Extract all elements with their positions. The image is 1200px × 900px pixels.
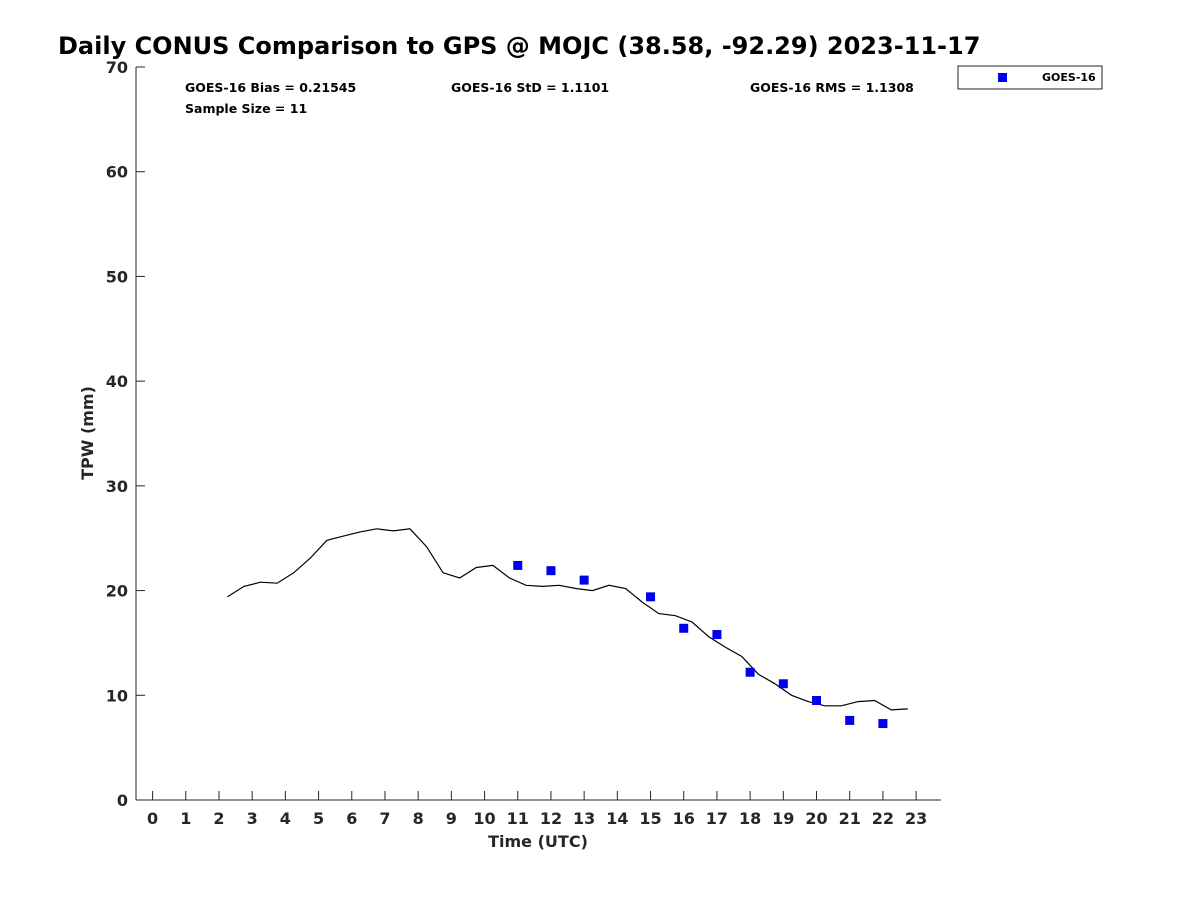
x-ticks: 0 1 2 3 4 5 6 7 8 9 10 11 12 13 14 15 16 17 18 19 20 21 22 23 xyxy=(147,791,927,828)
goes-16-point xyxy=(546,566,556,576)
stat-rms: GOES-16 RMS = 1.1308 xyxy=(750,80,914,95)
goes-16-point xyxy=(778,679,788,689)
goes-16-point xyxy=(646,592,656,602)
y-tick-label: 20 xyxy=(106,582,128,601)
y-tick-label: 0 xyxy=(117,791,128,810)
stat-std: GOES-16 StD = 1.1101 xyxy=(451,80,609,95)
stat-bias: GOES-16 Bias = 0.21545 xyxy=(185,80,356,95)
x-tick-label: 21 xyxy=(839,809,861,828)
stat-sample-size: Sample Size = 11 xyxy=(185,101,307,116)
legend-box xyxy=(957,65,1103,90)
x-tick-label: 10 xyxy=(473,809,495,828)
x-tick-label: 3 xyxy=(247,809,258,828)
x-tick-label: 15 xyxy=(639,809,661,828)
goes-16-point xyxy=(845,715,855,725)
x-tick-label: 22 xyxy=(872,809,894,828)
x-tick-label: 20 xyxy=(805,809,827,828)
x-tick-label: 6 xyxy=(346,809,357,828)
x-tick-label: 12 xyxy=(540,809,562,828)
x-tick-label: 8 xyxy=(413,809,424,828)
legend-label-goes-16: GOES-16 xyxy=(1042,71,1096,84)
x-tick-label: 16 xyxy=(673,809,695,828)
x-tick-label: 18 xyxy=(739,809,761,828)
x-tick-label: 2 xyxy=(213,809,224,828)
y-tick-label: 70 xyxy=(106,58,128,77)
chart-title: Daily CONUS Comparison to GPS @ MOJC (38… xyxy=(58,32,980,60)
legend-marker-goes-16 xyxy=(998,73,1007,82)
y-tick-label: 30 xyxy=(106,477,128,496)
goes-16-point xyxy=(712,630,722,640)
x-tick-label: 17 xyxy=(706,809,728,828)
x-tick-label: 9 xyxy=(446,809,457,828)
y-tick-label: 60 xyxy=(106,163,128,182)
y-ticks: 0 10 20 30 40 50 60 70 xyxy=(106,58,145,810)
goes-16-point xyxy=(812,696,822,706)
goes-16-point xyxy=(745,667,755,677)
x-axis-label: Time (UTC) xyxy=(488,832,588,851)
x-tick-label: 14 xyxy=(606,809,628,828)
x-tick-label: 5 xyxy=(313,809,324,828)
y-tick-label: 10 xyxy=(106,686,128,705)
y-tick-label: 50 xyxy=(106,267,128,286)
goes-16-point xyxy=(579,575,589,585)
goes-16-marker-series xyxy=(513,560,888,729)
x-tick-label: 0 xyxy=(147,809,158,828)
gps-tpw-line xyxy=(226,528,908,711)
x-tick-label: 1 xyxy=(180,809,191,828)
x-tick-label: 13 xyxy=(573,809,595,828)
x-tick-label: 4 xyxy=(280,809,291,828)
x-tick-label: 11 xyxy=(507,809,529,828)
legend: GOES-16 xyxy=(957,65,1103,90)
goes-16-point xyxy=(679,623,689,633)
goes-16-point xyxy=(878,719,888,729)
x-tick-label: 23 xyxy=(905,809,927,828)
x-tick-label: 7 xyxy=(379,809,390,828)
x-tick-label: 19 xyxy=(772,809,794,828)
y-tick-label: 40 xyxy=(106,372,128,391)
goes-16-point xyxy=(513,560,523,570)
gps-line-series xyxy=(226,528,908,711)
y-axis-label: TPW (mm) xyxy=(78,386,97,480)
